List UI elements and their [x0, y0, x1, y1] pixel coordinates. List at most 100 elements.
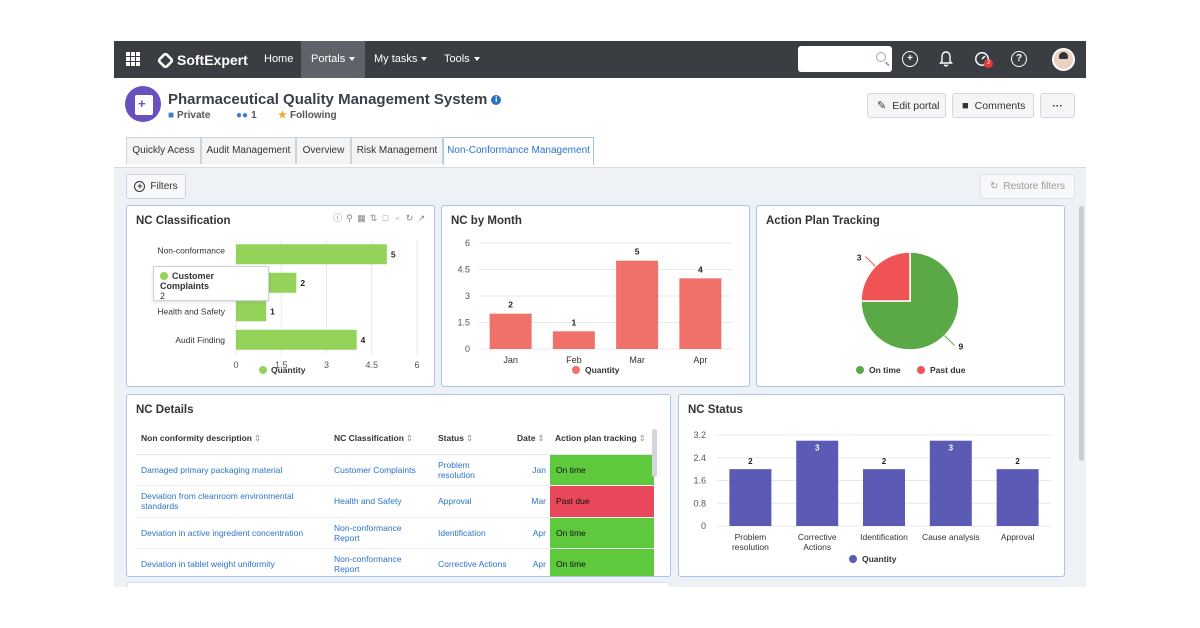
legend-label: Quantity	[862, 554, 897, 564]
sort-icon[interactable]: ⇅	[369, 213, 378, 223]
bar	[863, 469, 905, 526]
data-label: 1	[572, 317, 577, 327]
users-icon: ●●	[236, 110, 249, 121]
chevron-down-icon	[473, 57, 480, 62]
data-label: 1	[270, 306, 275, 316]
data-label: 2	[300, 278, 305, 288]
description-cell[interactable]: Deviation in active ingredient concentra…	[136, 517, 329, 549]
legend-label: On time	[869, 365, 901, 375]
more-options-button[interactable]: ···	[1040, 93, 1075, 118]
export-icon[interactable]: □	[382, 213, 389, 223]
apps-grid-icon[interactable]	[126, 52, 140, 66]
x-tick-label: Cause analysis	[922, 532, 980, 542]
following-status[interactable]: ★ Following	[278, 110, 337, 121]
tasks-gauge-icon[interactable]: 2	[974, 51, 993, 68]
classification-cell[interactable]: Customer Complaints	[329, 454, 433, 486]
table-row[interactable]: Deviation in tablet weight uniformity No…	[136, 548, 654, 576]
restore-filters-button[interactable]: ↻ Restore filters	[980, 174, 1075, 199]
bar	[996, 469, 1039, 526]
comment-icon[interactable]: ▫	[395, 213, 400, 223]
sort-icon: ⇕	[253, 433, 262, 444]
y-tick-label: 0	[465, 344, 470, 354]
filters-button[interactable]: + Filters	[126, 174, 186, 199]
chart-tooltip: Customer Complaints 2	[153, 266, 269, 301]
tracking-cell: On time	[550, 548, 654, 576]
sort-icon: ⇕	[465, 433, 474, 444]
x-tick-label: Apr	[693, 355, 707, 365]
description-cell[interactable]: Deviation from cleanroom environmental s…	[136, 485, 329, 518]
date-cell[interactable]: Jan	[512, 454, 550, 486]
tab-risk-management[interactable]: Risk Management	[351, 137, 443, 164]
date-cell[interactable]: Mar	[512, 485, 550, 518]
info-icon[interactable]: ⓘ	[333, 213, 343, 223]
bar	[929, 440, 972, 526]
nc-status-panel: NC Status 0 0.8 1.6 2.4 3.2 2 Problem resolutio…	[678, 394, 1065, 577]
status-cell[interactable]: Identification	[433, 517, 512, 549]
table-row[interactable]: Deviation in active ingredient concentra…	[136, 517, 654, 549]
status-cell[interactable]: Problem resolution	[433, 454, 512, 486]
tab-non-conformance-management[interactable]: Non-Conformance Management	[443, 137, 594, 165]
lock-icon: ■	[168, 110, 175, 121]
column-header[interactable]: NC Classification ⇕	[329, 424, 433, 455]
column-header[interactable]: Action plan tracking ⇕	[550, 424, 654, 455]
nav-my-tasks[interactable]: My tasks	[364, 41, 437, 78]
date-cell[interactable]: Apr	[512, 548, 550, 576]
column-header[interactable]: Non conformity description ⇕	[136, 424, 329, 455]
table-row[interactable]: Damaged primary packaging material Custo…	[136, 454, 654, 486]
info-icon[interactable]: i	[491, 95, 502, 105]
y-tick-label: 3.2	[693, 430, 706, 440]
search-input[interactable]	[798, 46, 892, 72]
tracking-cell: Past due	[550, 485, 654, 518]
brand-name: SoftExpert	[177, 52, 248, 68]
x-tick-label: Identification	[860, 532, 908, 542]
help-icon[interactable]: ?	[1011, 51, 1027, 67]
add-icon[interactable]: +	[902, 51, 918, 67]
user-avatar[interactable]	[1052, 48, 1075, 71]
expand-icon[interactable]: ↗	[417, 213, 426, 223]
refresh-icon[interactable]: ↻	[405, 213, 414, 223]
x-tick-label: 4.5	[365, 360, 378, 370]
status-cell[interactable]: Corrective Actions	[433, 548, 512, 576]
tab-quickly-acess[interactable]: Quickly Acess	[126, 137, 201, 164]
description-cell[interactable]: Deviation in tablet weight uniformity	[136, 548, 329, 576]
data-label: 4	[361, 335, 366, 345]
action-plan-chart: 9 3 On time Past due	[856, 251, 966, 375]
date-cell[interactable]: Apr	[512, 517, 550, 549]
pharmacy-portal-icon	[125, 86, 161, 122]
legend-label: Quantity	[271, 365, 306, 375]
bar	[236, 244, 387, 265]
member-count[interactable]: ●● 1	[236, 110, 257, 121]
nav-home[interactable]: Home	[264, 53, 294, 65]
nav-portals[interactable]: Portals	[301, 41, 366, 78]
y-tick-label: 2.4	[693, 453, 706, 463]
table-scrollbar[interactable]	[652, 429, 657, 477]
description-cell[interactable]: Damaged primary packaging material	[136, 454, 329, 486]
edit-portal-button[interactable]: ✎ Edit portal	[867, 93, 946, 118]
softexpert-logo[interactable]: SoftExpert	[156, 50, 248, 70]
classification-cell[interactable]: Non-conformance Report	[329, 517, 433, 549]
comments-button[interactable]: ■ Comments	[952, 93, 1034, 118]
chart-toolbar: ⓘ ⚲ ▦ ⇅ □ ▫ ↻ ↗	[333, 213, 426, 223]
page-scrollbar[interactable]	[1079, 206, 1084, 461]
bell-icon[interactable]	[938, 51, 954, 67]
star-icon: ★	[278, 110, 287, 121]
table-row[interactable]: Deviation from cleanroom environmental s…	[136, 485, 654, 518]
column-header[interactable]: Date ⇕	[512, 424, 550, 455]
tab-overview[interactable]: Overview	[296, 137, 351, 164]
refresh-icon: ↻	[989, 181, 999, 192]
x-tick-label: Problem	[735, 532, 767, 542]
table-icon[interactable]: ▦	[357, 213, 366, 223]
nav-tools[interactable]: Tools	[434, 41, 490, 78]
legend-label: Quantity	[585, 365, 620, 375]
x-tick-label: Actions	[803, 542, 831, 552]
panel-title: Action Plan Tracking	[766, 215, 880, 227]
tab-audit-management[interactable]: Audit Management	[201, 137, 296, 164]
x-tick-label: 1.5	[275, 360, 288, 370]
column-header[interactable]: Status ⇕	[433, 424, 512, 455]
classification-cell[interactable]: Non-conformance Report	[329, 548, 433, 576]
classification-cell[interactable]: Health and Safety	[329, 485, 433, 518]
search-icon[interactable]: ⚲	[346, 213, 353, 223]
y-tick-label: 4.5	[457, 265, 470, 275]
status-cell[interactable]: Approval	[433, 485, 512, 518]
